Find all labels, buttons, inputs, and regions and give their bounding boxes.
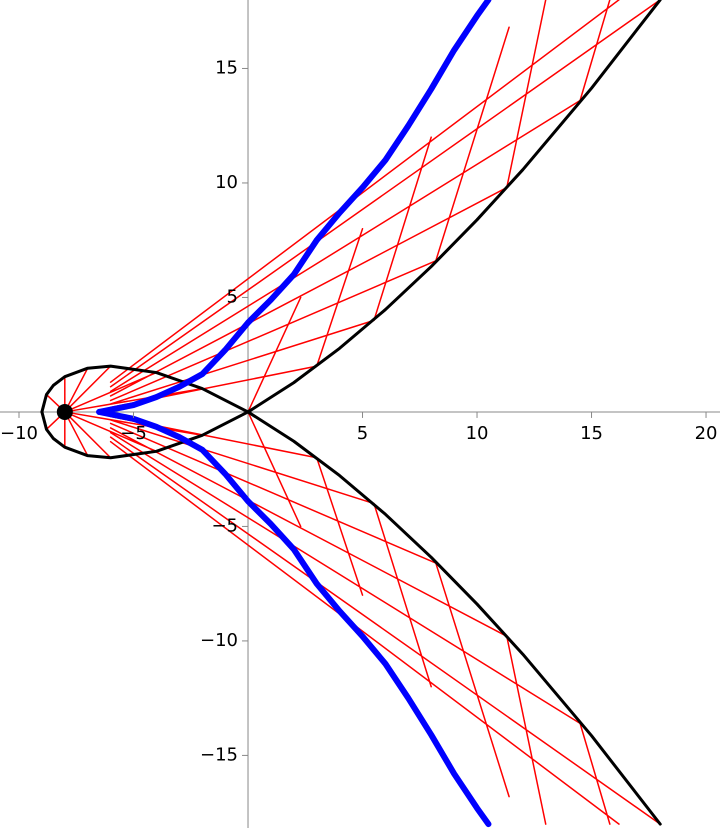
curve [40, 364, 662, 826]
x-tick-label: 20 [695, 423, 718, 444]
y-tick-label: 5 [227, 286, 238, 307]
x-tick-label: 15 [580, 423, 603, 444]
curve [96, 408, 492, 828]
curve [45, 0, 661, 825]
x-tick-label: 10 [466, 423, 489, 444]
y-tick-label: 15 [215, 57, 238, 78]
x-tick-label: −5 [120, 423, 147, 444]
y-tick-label: −15 [200, 744, 238, 765]
x-tick-label: −10 [0, 423, 38, 444]
x-tick-label: 5 [357, 423, 368, 444]
marker [56, 403, 73, 420]
y-tick-label: −10 [200, 630, 238, 651]
curve [40, 0, 662, 460]
y-tick-label: −5 [211, 515, 238, 536]
y-tick-label: 10 [215, 172, 238, 193]
curve [96, 0, 492, 415]
